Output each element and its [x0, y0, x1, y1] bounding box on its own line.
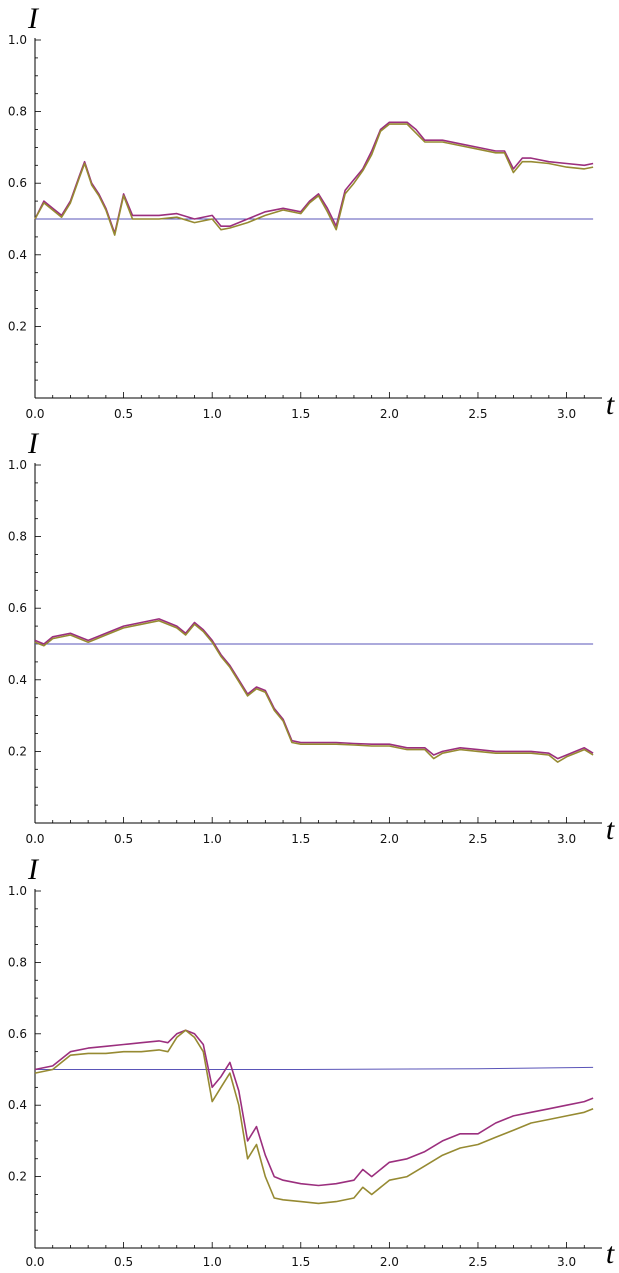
series-line-3 [34, 1029, 594, 1205]
y-tick-label: 0.6 [8, 176, 27, 190]
x-tick-label: 0.5 [114, 1255, 133, 1269]
x-tick-label: 2.5 [468, 832, 487, 846]
x-tick-label: 0.0 [25, 1255, 44, 1269]
x-tick-label: 3.0 [557, 1255, 576, 1269]
y-axis-title: I [27, 427, 40, 460]
chart-panel-3: 0.0 0.5 1.0 1.5 2.0 2.5 3.00.20.40.60.81.0It [8, 853, 615, 1270]
x-tick-label: 0.5 [114, 407, 133, 421]
y-axis-title: I [27, 853, 40, 886]
y-tick-label: 0.8 [8, 530, 27, 544]
y-tick-label: 1.0 [8, 884, 27, 898]
series-line-3 [34, 619, 594, 763]
y-tick-label: 0.2 [8, 319, 27, 333]
x-tick-label: 2.0 [380, 1255, 399, 1269]
x-tick-label: 1.0 [203, 832, 222, 846]
x-tick-label: 3.0 [557, 407, 576, 421]
x-tick-label: 2.0 [380, 832, 399, 846]
x-tick-label: 1.0 [203, 407, 222, 421]
x-tick-label: 2.5 [468, 407, 487, 421]
y-axis-title: I [27, 2, 40, 35]
x-tick-label: 1.5 [291, 407, 310, 421]
y-tick-label: 0.2 [8, 744, 27, 758]
x-tick-label: 0.0 [25, 407, 44, 421]
y-tick-label: 0.4 [8, 1098, 27, 1112]
series-line-2 [34, 1029, 594, 1187]
x-tick-label: 0.0 [25, 832, 44, 846]
series-line-3 [34, 123, 594, 236]
series-line-1 [35, 1066, 594, 1070]
x-tick-label: 1.5 [291, 1255, 310, 1269]
x-tick-label: 2.0 [380, 407, 399, 421]
x-tick-label: 0.5 [114, 832, 133, 846]
x-tick-label: 3.0 [557, 832, 576, 846]
y-tick-label: 1.0 [8, 33, 27, 47]
chart-panel-2: 0.0 0.5 1.0 1.5 2.0 2.5 3.00.20.40.60.81.0It [8, 427, 615, 846]
series-line-2 [34, 618, 594, 760]
y-tick-label: 0.4 [8, 673, 27, 687]
x-tick-label: 1.0 [203, 1255, 222, 1269]
chart-panel-1: 0.0 0.5 1.0 1.5 2.0 2.5 3.00.20.40.60.81.0It [8, 2, 615, 421]
y-tick-label: 0.6 [8, 1027, 27, 1041]
y-tick-label: 0.6 [8, 601, 27, 615]
y-tick-label: 0.8 [8, 955, 27, 969]
x-axis-title: t [606, 388, 615, 421]
x-axis-title: t [606, 813, 615, 846]
y-tick-label: 1.0 [8, 458, 27, 472]
y-tick-label: 0.2 [8, 1170, 27, 1184]
x-axis-title: t [606, 1237, 615, 1270]
x-tick-label: 2.5 [468, 1255, 487, 1269]
y-tick-label: 0.4 [8, 248, 27, 262]
x-tick-label: 1.5 [291, 832, 310, 846]
y-tick-label: 0.8 [8, 105, 27, 119]
